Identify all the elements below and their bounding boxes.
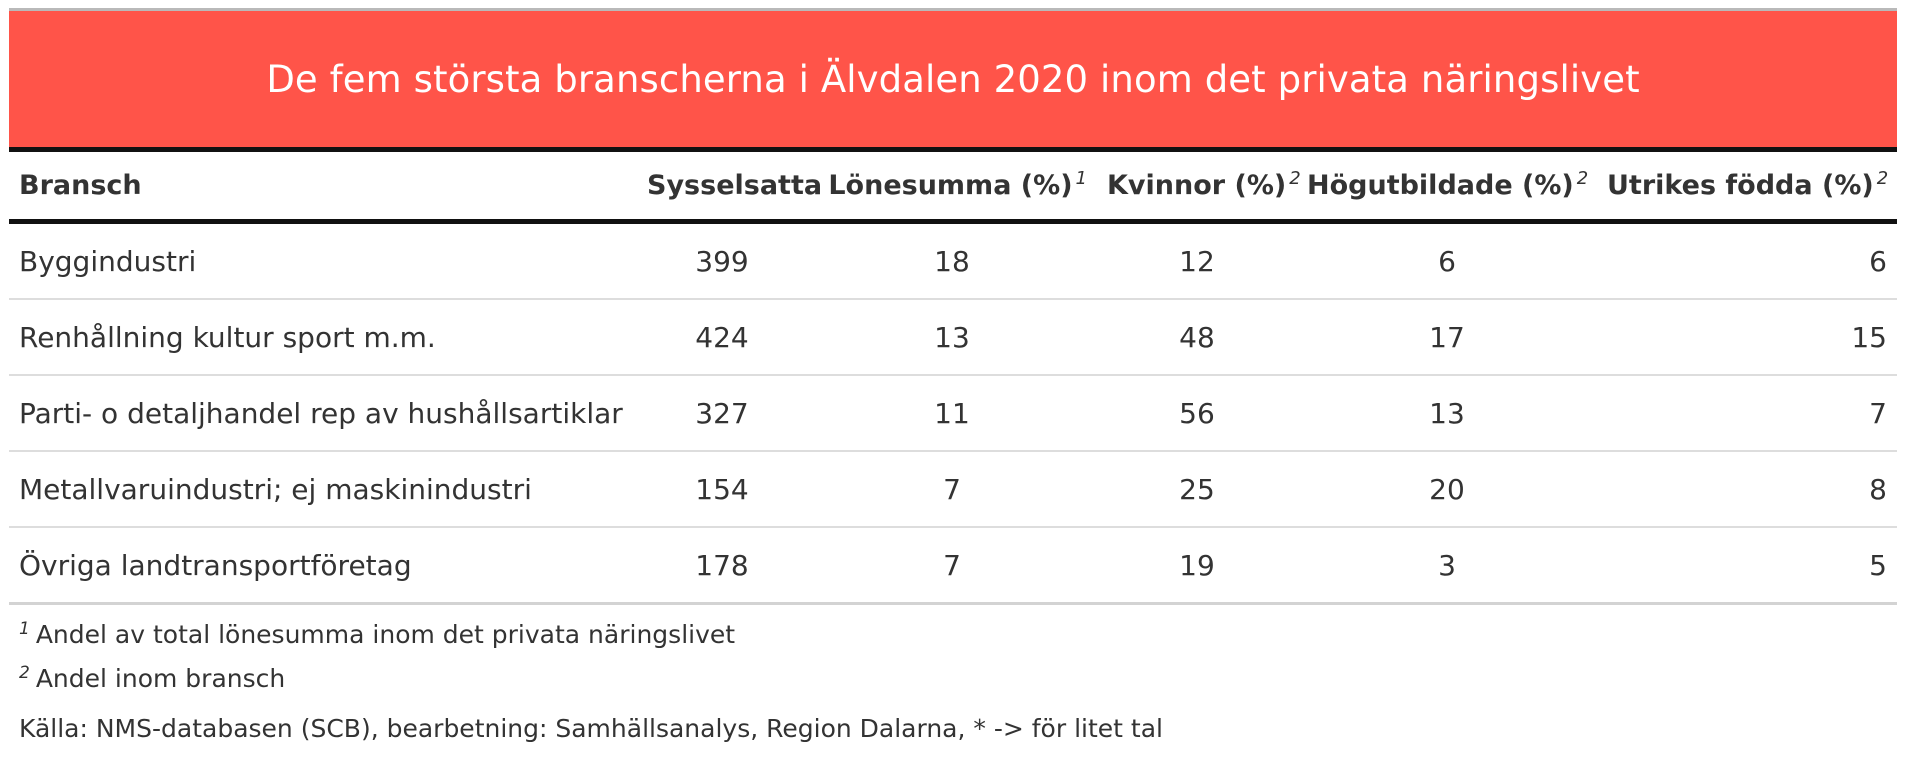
- cell-lonesumma: 13: [807, 299, 1097, 376]
- source-note: Källa: NMS-databasen (SCB), bearbetning:…: [19, 714, 1163, 743]
- col-header-kvinnor: Kvinnor (%) 2: [1107, 168, 1301, 202]
- cell-lonesumma: 18: [807, 221, 1097, 300]
- footnote: 2 Andel inom bransch: [19, 657, 1897, 701]
- cell-utrikes-fodda: 15: [1597, 299, 1897, 376]
- cell-sysselsatta: 327: [637, 375, 807, 452]
- cell-hogutbildade: 13: [1297, 375, 1597, 452]
- table-footer: 1 Andel av total lönesumma inom det priva…: [9, 605, 1897, 751]
- col-header-lonesumma: Lönesumma (%) 1: [828, 168, 1087, 202]
- top-border: [9, 8, 1897, 11]
- cell-kvinnor: 48: [1097, 299, 1297, 376]
- footnote-text: Andel av total lönesumma inom det privat…: [35, 620, 736, 649]
- footnote-marker: 1: [1075, 168, 1087, 189]
- cell-utrikes-fodda: 8: [1597, 451, 1897, 528]
- cell-hogutbildade: 6: [1297, 221, 1597, 300]
- footnote: 1 Andel av total lönesumma inom det priva…: [19, 613, 1897, 657]
- footnote-marker: 2: [1576, 168, 1589, 189]
- data-table: Bransch Sysselsatta Lönesumma (%) 1 Kvinn…: [9, 147, 1897, 605]
- col-header-hogutbildade: Högutbildade (%) 2: [1307, 168, 1589, 202]
- footnote-mark: 2: [19, 663, 30, 683]
- cell-utrikes-fodda: 5: [1597, 527, 1897, 605]
- cell-bransch: Byggindustri: [9, 221, 637, 300]
- col-header-utrikes-fodda: Utrikes födda (%) 2: [1607, 168, 1889, 202]
- header-row: Bransch Sysselsatta Lönesumma (%) 1 Kvinn…: [9, 149, 1897, 222]
- cell-lonesumma: 11: [807, 375, 1097, 452]
- cell-sysselsatta: 424: [637, 299, 807, 376]
- table-row: Metallvaruindustri; ej maskinindustri 15…: [9, 451, 1897, 528]
- cell-kvinnor: 56: [1097, 375, 1297, 452]
- cell-kvinnor: 12: [1097, 221, 1297, 300]
- table-row: Byggindustri 399 18 12 6 6: [9, 221, 1897, 300]
- table-row: Renhållning kultur sport m.m. 424 13 48 …: [9, 299, 1897, 376]
- cell-bransch: Parti- o detaljhandel rep av hushållsart…: [9, 375, 637, 452]
- table-row: Övriga landtransportföretag 178 7 19 3 5: [9, 527, 1897, 605]
- col-header-bransch: Bransch: [19, 170, 142, 201]
- cell-sysselsatta: 399: [637, 221, 807, 300]
- table-title: De fem största branscherna i Älvdalen 20…: [266, 57, 1640, 101]
- title-banner: De fem största branscherna i Älvdalen 20…: [9, 11, 1897, 147]
- cell-bransch: Renhållning kultur sport m.m.: [9, 299, 637, 376]
- cell-bransch: Metallvaruindustri; ej maskinindustri: [9, 451, 637, 528]
- cell-bransch: Övriga landtransportföretag: [9, 527, 637, 605]
- cell-kvinnor: 25: [1097, 451, 1297, 528]
- cell-utrikes-fodda: 7: [1597, 375, 1897, 452]
- cell-hogutbildade: 17: [1297, 299, 1597, 376]
- col-header-sysselsatta: Sysselsatta: [647, 170, 823, 201]
- cell-sysselsatta: 178: [637, 527, 807, 605]
- table-row: Parti- o detaljhandel rep av hushållsart…: [9, 375, 1897, 452]
- cell-hogutbildade: 3: [1297, 527, 1597, 605]
- footnote-marker: 2: [1876, 168, 1889, 189]
- footnote-marker: 2: [1289, 168, 1301, 189]
- cell-kvinnor: 19: [1097, 527, 1297, 605]
- table-container: De fem största branscherna i Älvdalen 20…: [9, 8, 1897, 751]
- cell-lonesumma: 7: [807, 451, 1097, 528]
- cell-lonesumma: 7: [807, 527, 1097, 605]
- cell-sysselsatta: 154: [637, 451, 807, 528]
- footnote-text: Andel inom bransch: [35, 664, 286, 693]
- cell-utrikes-fodda: 6: [1597, 221, 1897, 300]
- footnote-mark: 1: [19, 619, 30, 639]
- cell-hogutbildade: 20: [1297, 451, 1597, 528]
